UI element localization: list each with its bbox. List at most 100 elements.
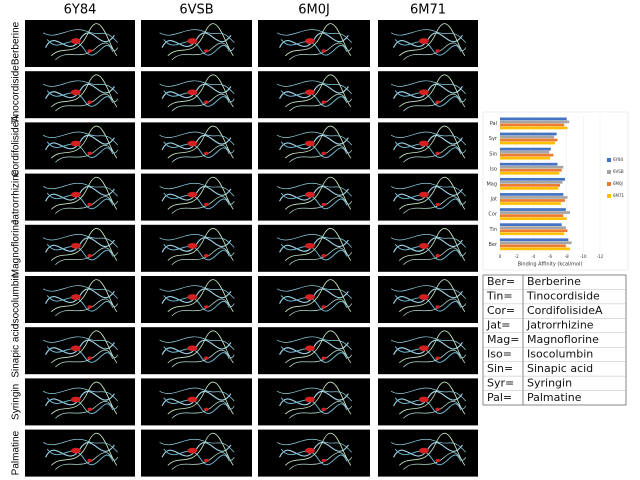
y-tick-label: Iso [490,166,497,172]
bar [500,132,557,136]
bar [500,165,564,169]
structure-image [378,429,478,477]
structure-image [258,122,370,170]
bar [500,180,563,184]
bar [500,241,572,245]
structure-image [258,276,370,323]
x-tick-label: -12 [597,254,604,259]
table-cell: Tinocordiside [526,290,600,303]
y-tick-label: Syr [489,136,498,142]
bar [500,120,570,124]
bar-chart: 0 -2 -4 -6 -8 -10 -12 Binding Affinity (kcal/mo… [482,111,629,271]
structure-image [25,71,135,119]
x-tick-label: -4 [531,254,535,259]
x-tick-label: -2 [515,254,519,259]
table-cell: Jatrorrhizine [526,319,594,332]
structure-image [258,71,370,119]
legend-swatch [607,182,611,186]
bar [500,117,567,121]
table-cell: Cor= [487,304,515,317]
legend-swatch [607,194,611,198]
legend-label: 6Y84 [613,157,624,162]
table-cell: Sinapic acid [527,362,593,375]
y-tick-label: Cor [488,212,498,218]
structure-image [378,71,478,119]
table-cell: Isocolumbin [527,347,593,360]
y-tick-label: Pal [490,121,497,127]
y-tick-label: Jat [490,197,498,203]
bar [500,223,562,227]
row-label: Berberine [11,21,22,65]
legend-swatch [607,170,611,174]
y-tick-label: Sin [489,151,497,157]
bar [500,177,565,181]
x-tick-label: -8 [565,254,569,259]
bar [500,168,562,172]
table-frame [482,274,627,406]
x-tick-label: 0 [499,254,502,259]
bar [500,217,567,220]
table-cell: Syringin [527,376,572,389]
bar [500,211,570,214]
bar [500,147,551,151]
structure-grid: 6Y84 6VSB 6M0J 6M71 BerberineTinocordisideCo… [11,3,478,477]
bar [500,171,560,175]
structure-image [25,122,135,170]
structure-image [141,122,252,170]
legend-label: 6VSB [613,169,624,174]
bar [500,229,568,233]
bar [500,202,561,205]
bar [500,123,565,127]
structure-image [141,429,252,477]
bar [500,153,554,157]
legend-label: 6M71 [613,193,625,198]
structure-image [141,173,252,221]
structure-image [25,378,135,426]
structure-image [258,224,370,272]
row-label: Jatrorrhizine [11,169,22,224]
column-header: 6M71 [410,3,446,18]
x-axis-label: Binding Affinity (kcal/mol) [518,262,583,268]
bar [500,184,560,187]
structure-image [141,71,252,119]
legend-label: 6M0J [613,181,623,186]
column-header: 6VSB [179,3,213,18]
structure-image [258,429,370,477]
structure-image [258,173,370,221]
bar [500,135,555,139]
bar [500,247,570,251]
row-label: Palmatine [11,430,22,475]
structure-image [141,378,252,426]
structure-image [25,276,135,323]
bar [500,232,565,236]
bar [500,238,569,242]
table-cell: Palmatine [527,391,582,404]
structure-image [378,20,478,67]
structure-image [258,378,370,426]
bar [500,162,558,166]
structure-image [25,224,135,272]
structure-image [378,378,478,426]
bar [500,199,565,202]
table-cell: Ber= [487,275,515,288]
bar [500,156,550,160]
structure-image [378,224,478,272]
row-label: Syringin [11,384,22,420]
structure-image [258,327,370,375]
bar [500,244,566,248]
structure-image [25,173,135,221]
structure-image [25,20,135,67]
bar [500,193,564,196]
row-label: Sinapic acid [11,324,22,378]
legend-swatch [607,158,611,162]
x-tick-label: -10 [580,254,587,259]
row-label: Isocolumbin [11,273,22,326]
bar [500,187,559,190]
row-label: Tinocordiside [11,65,22,125]
bar [500,208,566,211]
row-label: Magnoflorine [11,219,22,277]
y-tick-label: Mag [486,182,497,188]
table-cell: Tin= [486,290,513,303]
table-cell: Pal= [487,391,512,404]
